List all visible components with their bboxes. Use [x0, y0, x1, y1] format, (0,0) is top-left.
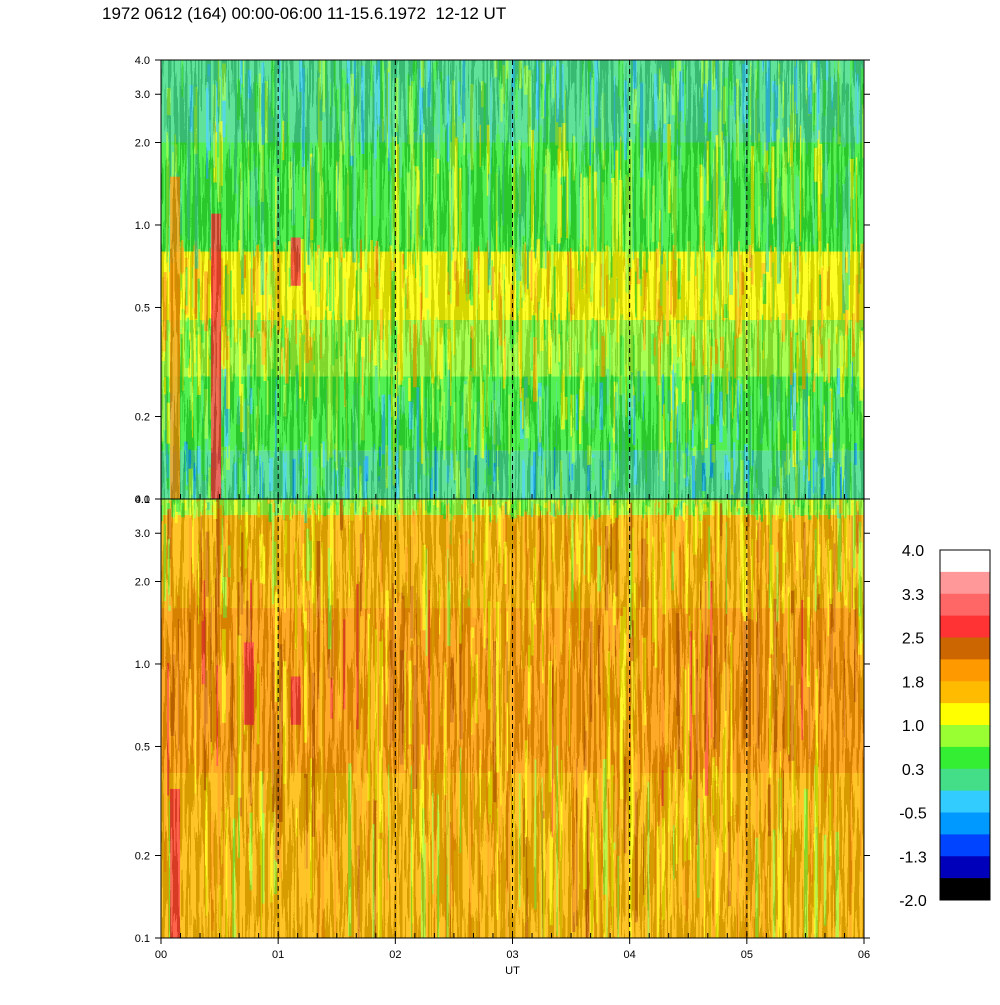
colorbar-label: 1.0 [902, 718, 924, 735]
colorbar-label: 1.8 [902, 674, 924, 691]
colorbar-segment [940, 834, 990, 857]
y-tick-label: 0.5 [135, 302, 150, 314]
y-tick-label: 0.2 [135, 412, 150, 424]
colorbar-segment [940, 571, 990, 595]
x-tick-label: 04 [624, 949, 636, 961]
colorbar-frame [939, 549, 991, 901]
colorbar-label: 2.5 [902, 631, 924, 648]
colorbar-segment [940, 878, 990, 901]
panel-lower-image [161, 499, 864, 938]
chart-title: 1972 0612 (164) 00:00-06:00 11-15.6.1972… [102, 4, 507, 23]
y-tick-label: 4.0 [135, 494, 150, 506]
colorbar-label: 4.0 [902, 543, 924, 560]
colorbar-segment [940, 703, 990, 726]
colorbar-segment [940, 768, 990, 792]
x-tick-label: 00 [155, 949, 167, 961]
colorbar-label: -1.3 [899, 849, 927, 866]
y-tick-label: 3.0 [135, 528, 150, 540]
y-tick-label: 0.5 [135, 741, 150, 753]
colorbar-label: 0.3 [902, 762, 924, 779]
colorbar-label: -0.5 [899, 806, 927, 823]
colorbar-segment [940, 725, 990, 748]
colorbar-segment [940, 593, 990, 617]
colorbar-segment [940, 681, 990, 704]
x-axis-label: UT [505, 965, 520, 977]
colorbar-label: -2.0 [899, 893, 927, 910]
colorbar-label: 3.3 [902, 587, 924, 604]
x-tick-label: 05 [741, 949, 753, 961]
y-tick-label: 4.0 [135, 55, 150, 67]
y-tick-label: 1.0 [135, 220, 150, 232]
colorbar-segment [940, 812, 990, 835]
y-tick-label: 1.0 [135, 659, 150, 671]
panel-upper-image [161, 60, 864, 499]
x-tick-label: 03 [506, 949, 518, 961]
colorbar-segment [940, 550, 990, 573]
colorbar-segment [940, 615, 990, 638]
y-tick-label: 0.2 [135, 851, 150, 863]
x-tick-label: 02 [389, 949, 401, 961]
x-tick-label: 06 [858, 949, 870, 961]
colorbar-segment [940, 746, 990, 770]
colorbar-segment [940, 637, 990, 660]
y-tick-label: 2.0 [135, 576, 150, 588]
colorbar-segment [940, 856, 990, 879]
colorbar-segment [940, 659, 990, 682]
colorbar-segment [940, 790, 990, 813]
y-tick-label: 0.1 [135, 933, 150, 945]
y-tick-label: 3.0 [135, 89, 150, 101]
x-tick-label: 01 [272, 949, 284, 961]
y-tick-label: 2.0 [135, 137, 150, 149]
y-tick-label: 0.1 [135, 494, 150, 506]
